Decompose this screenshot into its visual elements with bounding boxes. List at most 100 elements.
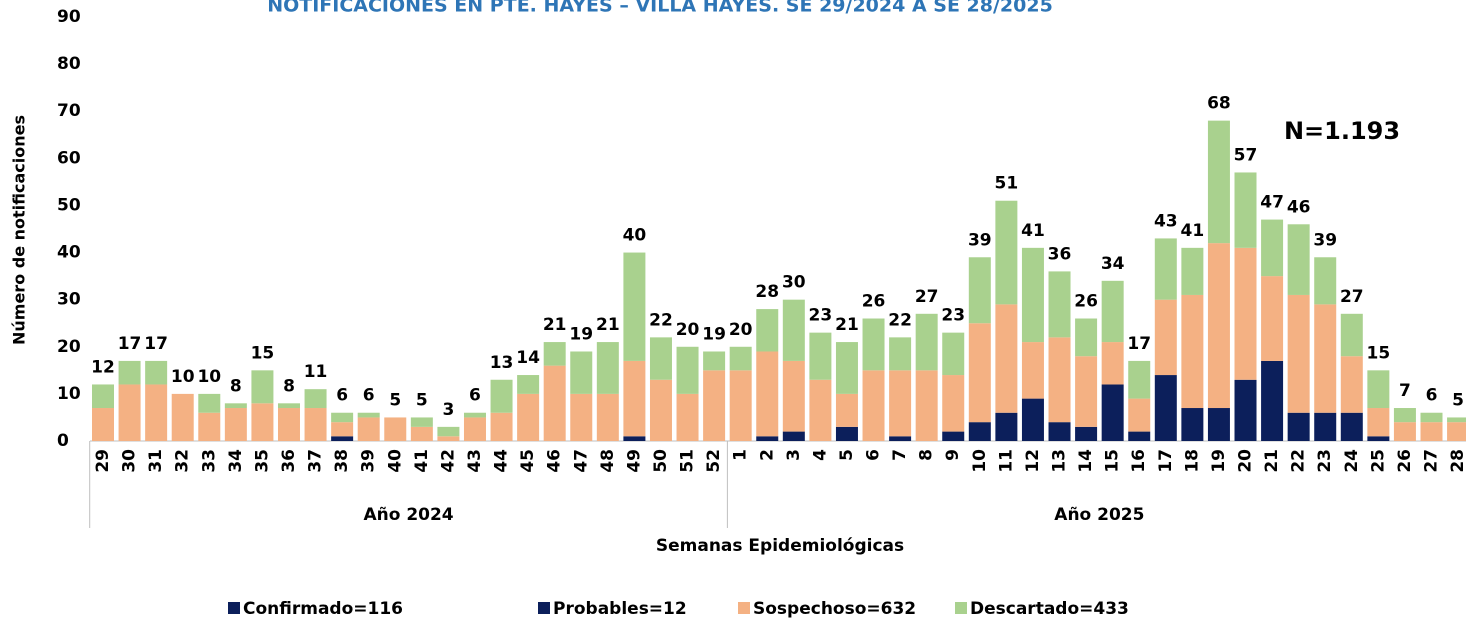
bar-segment <box>92 384 114 409</box>
x-tick-label: 48 <box>598 449 618 473</box>
y-tick-label: 40 <box>57 243 81 263</box>
total-label: 7 <box>1399 381 1411 401</box>
bar-segment <box>437 426 460 437</box>
bar-segment <box>968 257 991 324</box>
x-tick-label: 16 <box>1129 449 1149 473</box>
x-tick-label: 14 <box>1076 449 1096 473</box>
x-tick-label: 37 <box>306 449 326 473</box>
x-tick-label: 40 <box>385 449 405 473</box>
bar-segment <box>198 393 221 413</box>
x-tick-label: 24 <box>1342 449 1362 473</box>
x-tick-label: 21 <box>1262 449 1282 473</box>
bar-segment <box>942 332 965 376</box>
bar-segment <box>623 252 646 361</box>
x-tick-label: 42 <box>438 449 458 473</box>
bar-segment <box>1447 422 1466 441</box>
total-label: 20 <box>729 320 753 340</box>
total-label: 23 <box>941 306 965 326</box>
bar-segment <box>1181 294 1204 409</box>
bar-segment <box>1234 247 1257 380</box>
x-tick-label: 11 <box>996 449 1016 473</box>
bar-segment <box>1075 356 1098 427</box>
y-tick-label: 0 <box>57 431 69 451</box>
x-tick-label: 27 <box>1422 449 1442 473</box>
bar-segment <box>410 417 433 427</box>
bar-segment <box>384 417 407 441</box>
x-tick-label: 41 <box>412 449 432 473</box>
bar-segment <box>1207 408 1230 441</box>
bar-segment <box>251 370 274 404</box>
total-label: 57 <box>1234 145 1258 165</box>
total-label: 17 <box>1127 334 1151 354</box>
x-tick-label: 38 <box>332 449 352 473</box>
bar-segment <box>331 412 354 423</box>
bar-segment <box>543 342 566 366</box>
bar-segment <box>224 408 247 441</box>
x-tick-label: 20 <box>1236 449 1256 473</box>
x-tick-label: 17 <box>1156 449 1176 473</box>
total-label: 27 <box>915 287 939 307</box>
bar-segment <box>410 426 433 441</box>
bar-segment <box>1128 360 1151 399</box>
x-tick-label: 6 <box>864 449 884 461</box>
legend-label: Probables=12 <box>553 599 687 619</box>
bar-segment <box>463 412 486 418</box>
bar-segment <box>835 426 858 441</box>
bar-segment <box>118 360 141 385</box>
bar-segment <box>1207 243 1230 409</box>
total-label: 8 <box>283 376 295 396</box>
total-label: 10 <box>197 367 221 387</box>
total-label: 3 <box>442 400 454 420</box>
total-label: 12 <box>91 357 115 377</box>
bar-segment <box>676 393 699 441</box>
bar-segment <box>251 403 274 441</box>
bar-segment <box>331 422 354 437</box>
bar-segment <box>756 309 779 352</box>
bar-segment <box>1101 280 1124 343</box>
y-tick-label: 70 <box>57 101 81 121</box>
bar-segment <box>1075 426 1098 441</box>
x-tick-label: 9 <box>943 449 963 461</box>
bar-segment <box>1181 408 1204 441</box>
y-tick-label: 10 <box>57 384 81 404</box>
bar-segment <box>835 342 858 394</box>
bar-segment <box>889 370 912 437</box>
bar-segment <box>1367 370 1390 409</box>
bar-segment <box>703 370 726 441</box>
x-tick-label: 43 <box>465 449 485 473</box>
bar-segment <box>92 408 114 441</box>
bar-segment <box>995 412 1018 441</box>
x-tick-label: 22 <box>1289 449 1309 473</box>
bar-segment <box>490 412 513 441</box>
total-label: 15 <box>1367 343 1391 363</box>
total-label: 21 <box>543 315 567 335</box>
x-tick-label: 4 <box>810 449 830 461</box>
total-label: 47 <box>1260 193 1284 213</box>
bar-segment <box>1314 304 1337 413</box>
total-label: 68 <box>1207 94 1231 114</box>
legend-swatch <box>955 602 967 614</box>
total-label: 21 <box>835 315 859 335</box>
bar-segment <box>1261 276 1284 361</box>
total-label: 30 <box>782 273 806 293</box>
x-tick-label: 30 <box>120 449 140 473</box>
bar-segment <box>1261 219 1284 277</box>
x-tick-label: 15 <box>1103 449 1123 473</box>
bar-segment <box>729 346 752 371</box>
x-tick-label: 46 <box>545 449 565 473</box>
bar-segment <box>1287 412 1310 441</box>
total-label: 5 <box>416 390 428 410</box>
bar-segment <box>570 393 593 441</box>
bar-segment <box>1261 360 1284 441</box>
x-tick-label: 39 <box>359 449 379 473</box>
bar-segment <box>331 436 354 441</box>
total-label: 21 <box>596 315 620 335</box>
bar-segment <box>1021 342 1044 399</box>
x-tick-label: 34 <box>226 449 246 473</box>
bar-segment <box>862 370 885 441</box>
y-tick-label: 20 <box>57 337 81 357</box>
total-label: 43 <box>1154 211 1178 231</box>
x-tick-label: 13 <box>1050 449 1070 473</box>
x-tick-label: 50 <box>651 449 671 473</box>
